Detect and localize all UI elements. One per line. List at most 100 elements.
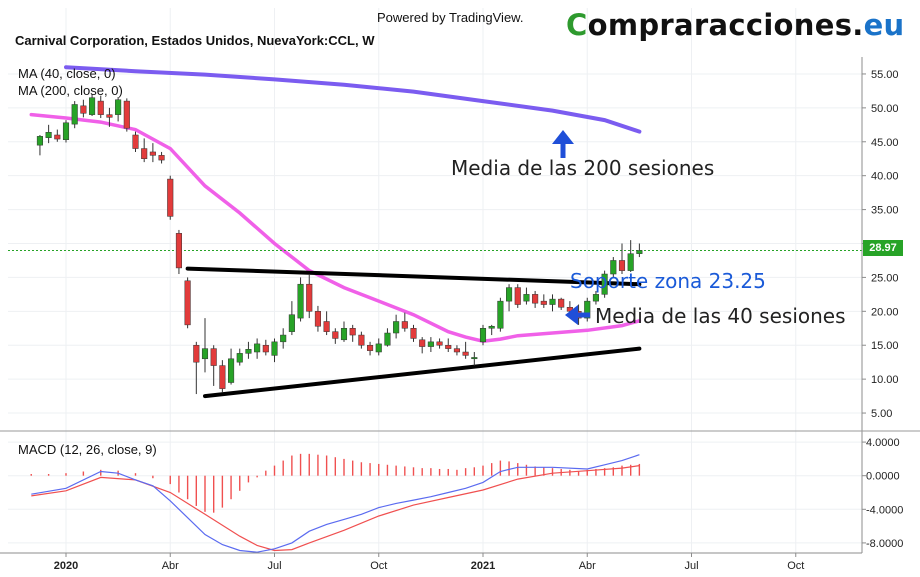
candle [367,341,374,356]
candle [132,131,139,152]
ma40-line [29,112,642,343]
candle-body [201,348,209,360]
candle [288,301,295,336]
candle [175,229,182,275]
price-tick-label: 40.00 [871,171,899,183]
candle-body [375,343,382,353]
support-annotation: Soporte zona 23.25 [570,269,766,293]
candle [540,294,547,308]
candle-body [549,298,556,305]
candle [115,97,122,122]
candle-body [132,134,139,149]
candle [393,314,400,339]
macd-pane [30,453,641,553]
candle-body [627,253,634,271]
candle-body [115,99,122,115]
candle-body [340,328,348,341]
candle [610,257,617,278]
candle [210,345,217,386]
candle-body [306,283,313,312]
candle [514,284,521,308]
candle [427,337,434,353]
candle [314,305,321,332]
brand-logo[interactable]: Compraracciones.eu [566,8,905,42]
macd-indicator-label[interactable]: MACD (12, 26, close, 9) [18,442,157,457]
candle [71,101,78,129]
time-tick-label: Jul [267,560,281,572]
candle-body [358,334,365,346]
candle [462,341,469,359]
time-tick-label: Jul [684,560,698,572]
candle-body [158,155,165,161]
price-tick-label: 25.00 [871,272,899,284]
candle [419,337,426,354]
candle-body [506,287,513,302]
candle [532,290,539,308]
brand-name: ompraracciones. [587,8,864,42]
candle-body [419,339,426,347]
candle-body [401,321,408,329]
candle [436,338,443,349]
candle-body [193,344,200,363]
candle-body [97,100,104,115]
candle [54,129,61,142]
candle [45,124,52,144]
price-tick-label: 5.00 [871,408,892,420]
candle [80,99,87,118]
candle [106,107,113,127]
candle [149,143,156,163]
candle-body [297,283,304,319]
candle-body [141,148,148,159]
candle-body [332,331,339,339]
ma200-indicator-label[interactable]: MA (200, close, 0) [18,83,123,98]
candle [201,318,209,373]
candle [349,324,356,342]
candle-body [514,287,521,305]
candle-body [184,280,191,326]
candle-body [636,250,643,254]
price-pane [8,65,862,399]
candle-body [149,151,156,156]
candle-body [479,328,487,343]
price-tick-label: 50.00 [871,103,899,115]
candle-body [45,132,52,138]
candle-body [123,100,130,129]
candle-body [540,300,547,305]
annotation-arrows [552,130,590,325]
macd-signal-line [31,465,640,552]
candle [627,240,634,272]
candle [549,294,556,312]
candle [280,328,287,349]
candle-body [436,341,443,346]
candle-body [62,122,70,140]
candle [306,274,313,319]
macd-line [31,454,640,553]
candle-body [497,300,504,329]
candle-body [262,344,269,353]
candle-body [453,348,460,353]
candle-body [427,341,434,347]
candle [410,324,417,342]
candle-body [175,233,182,269]
candle [193,341,200,395]
candle-body [349,328,356,336]
candle [158,151,165,164]
price-tick-label: 20.00 [871,306,899,318]
candle [62,120,70,143]
candle-body [393,321,400,334]
candle-body [71,104,78,125]
candle [358,331,365,349]
candle-body [210,348,217,366]
candle-body [167,178,174,217]
price-tick-label: 55.00 [871,69,899,81]
candle-body [106,114,113,118]
ma200-annotation: Media de las 200 sesiones [451,156,715,180]
candle-body [488,325,495,329]
candle-body [54,134,61,140]
ma40-indicator-label[interactable]: MA (40, close, 0) [18,66,116,81]
candle-body [314,311,321,327]
candle [184,277,191,329]
candle [141,138,148,163]
ma200-line [64,65,642,134]
macd-tick-label: -8.0000 [866,538,903,550]
